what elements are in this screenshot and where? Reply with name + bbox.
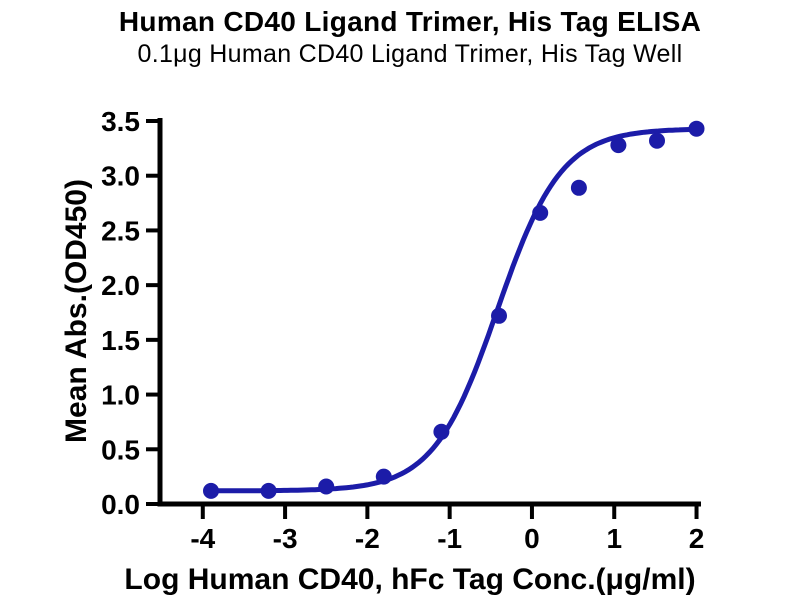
y-tick-label: 1.0 — [101, 380, 140, 411]
y-tick-label: 3.0 — [101, 161, 140, 192]
x-tick-label: -4 — [190, 523, 215, 554]
y-tick-label: 1.5 — [101, 325, 140, 356]
y-tick-label: 2.5 — [101, 215, 140, 246]
chart-title: Human CD40 Ligand Trimer, His Tag ELISA — [118, 6, 702, 37]
y-tick-label: 2.0 — [101, 270, 140, 301]
data-point — [570, 179, 587, 196]
fit-curve — [208, 126, 699, 494]
x-tick-label: 0 — [524, 523, 540, 554]
x-tick-label: 2 — [689, 523, 705, 554]
y-tick-label: 0.0 — [101, 489, 140, 520]
data-point — [203, 482, 219, 499]
x-tick-label: 1 — [606, 523, 622, 554]
y-tick-label: 0.5 — [101, 434, 140, 465]
data-point — [649, 132, 665, 149]
x-axis-title: Log Human CD40, hFc Tag Conc.(μg/ml) — [124, 563, 695, 596]
y-tick-label: 3.5 — [101, 106, 140, 137]
data-point — [375, 468, 392, 485]
chart-subtitle: 0.1μg Human CD40 Ligand Trimer, His Tag … — [137, 40, 683, 68]
x-tick-label: -1 — [437, 523, 462, 554]
data-point — [610, 137, 627, 154]
x-tick-label: -3 — [273, 523, 298, 554]
chart-header: Human CD40 Ligand Trimer, His Tag ELISA … — [0, 0, 800, 69]
data-point — [491, 307, 507, 324]
data-point — [433, 423, 450, 440]
data-point — [688, 120, 705, 137]
x-tick-label: -2 — [355, 523, 380, 554]
y-axis-title: Mean Abs.(OD450) — [60, 179, 93, 443]
data-point — [318, 478, 335, 495]
data-point — [532, 204, 549, 221]
data-point — [260, 482, 277, 499]
